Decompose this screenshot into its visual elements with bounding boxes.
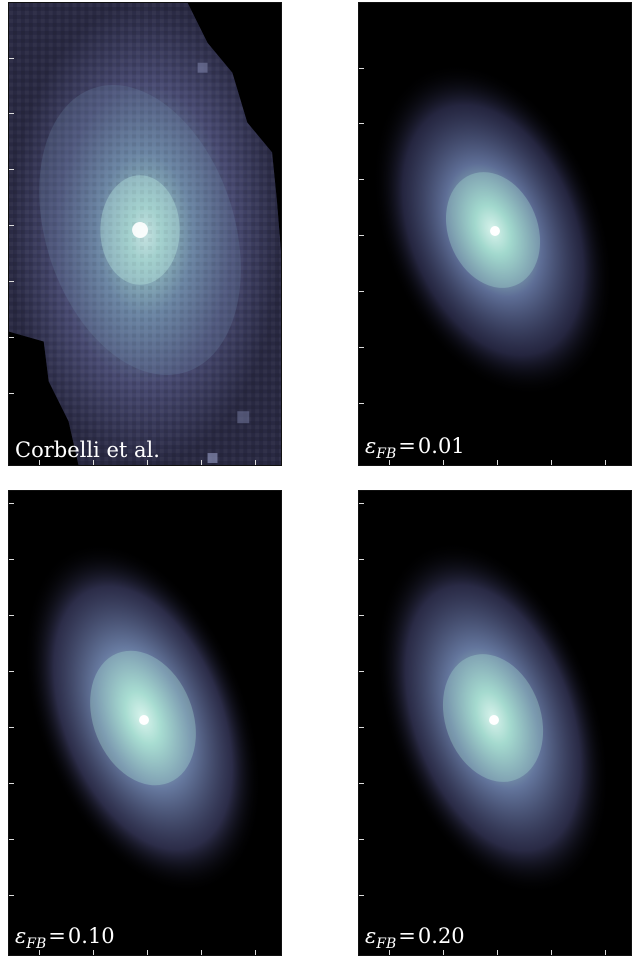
label-epsilon: ε [365,434,377,458]
panel-label-sim-020: εFB=0.20 [365,924,465,952]
panel-sim-020: εFB=0.20 [358,490,632,956]
label-equals: = [398,434,416,458]
simulated-galaxy-image [24,542,262,894]
panel-label-sim-010: εFB=0.10 [15,924,115,952]
label-value: 0.01 [417,434,465,458]
label-subscript: FB [376,936,397,952]
label-epsilon: ε [15,924,27,948]
observed-galaxy-image [9,3,281,465]
panel-observed: Corbelli et al. [8,2,282,466]
label-value: 0.10 [67,924,115,948]
simulated-galaxy-image [372,63,614,397]
panel-label-observed: Corbelli et al. [15,440,160,461]
panel-sim-001: εFB=0.01 [358,2,632,466]
label-subscript: FB [376,446,397,462]
panel-sim-010: εFB=0.10 [8,490,282,956]
label-text: Corbelli et al. [15,438,160,462]
label-equals: = [48,924,66,948]
label-epsilon: ε [365,924,377,948]
label-value: 0.20 [417,924,465,948]
label-subscript: FB [26,936,47,952]
panel-label-sim-001: εFB=0.01 [365,434,465,462]
simulated-galaxy-image [376,541,610,895]
label-equals: = [398,924,416,948]
